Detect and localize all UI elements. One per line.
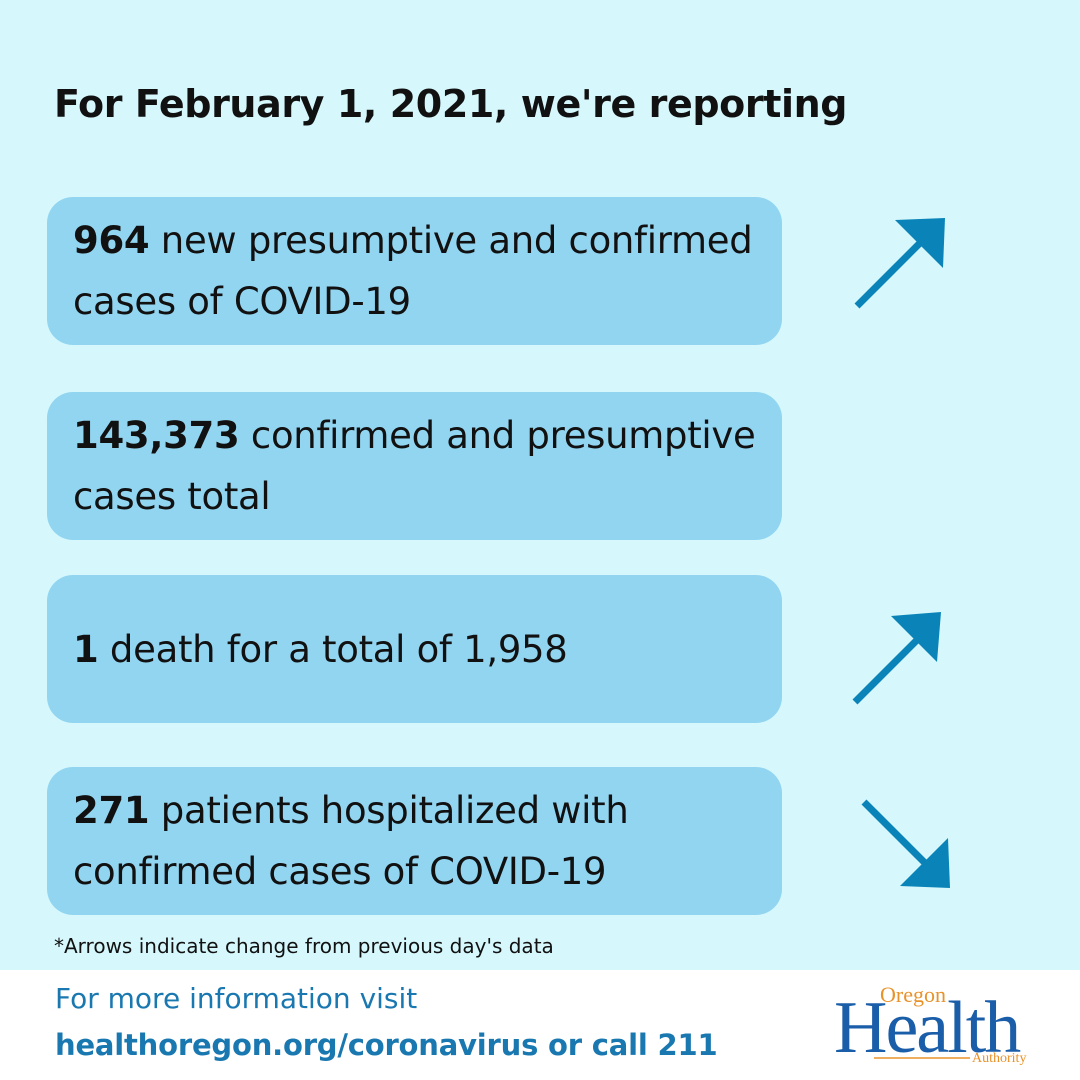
stat-card-total-cases: 143,373 confirmed and presumptive cases … [47,392,782,540]
stat-value: 271 [73,789,150,832]
stat-value: 1 [73,627,99,671]
oregon-health-authority-logo: Oregon Health Authority [834,982,1026,1069]
stat-value: 143,373 [73,414,240,457]
stat-card-hospitalized: 271 patients hospitalized with confirmed… [47,767,782,915]
stat-description: new presumptive and confirmed cases of C… [73,219,753,323]
logo-bottom-text: Authority [972,1051,1026,1066]
stat-text: 143,373 confirmed and presumptive cases … [73,405,756,527]
footnote: *Arrows indicate change from previous da… [54,934,554,958]
stat-text: 1 death for a total of 1,958 [73,619,568,680]
stat-description: confirmed and presumptive cases total [73,414,756,518]
arrow-up-right-icon [852,612,941,705]
footer: For more information visit healthoregon.… [0,970,1080,1080]
stat-card-new-cases: 964 new presumptive and confirmed cases … [47,197,782,345]
stat-card-deaths: 1 death for a total of 1,958 [47,575,782,723]
stat-description: death for a total of 1,958 [98,627,568,671]
logo-top-text: Oregon [880,982,946,1007]
stat-description: patients hospitalized with confirmed cas… [73,789,629,893]
stat-text: 964 new presumptive and confirmed cases … [73,210,756,332]
stat-value: 964 [73,219,150,262]
arrow-up-right-icon [854,218,945,309]
footer-link-text[interactable]: healthoregon.org/coronavirus or call 211 [55,1028,718,1062]
logo-main-text: Health [834,987,1021,1069]
arrow-down-right-icon [861,799,950,888]
headline: For February 1, 2021, we're reporting [54,82,848,126]
footer-info-text: For more information visit [55,982,418,1015]
stat-text: 271 patients hospitalized with confirmed… [73,780,756,902]
